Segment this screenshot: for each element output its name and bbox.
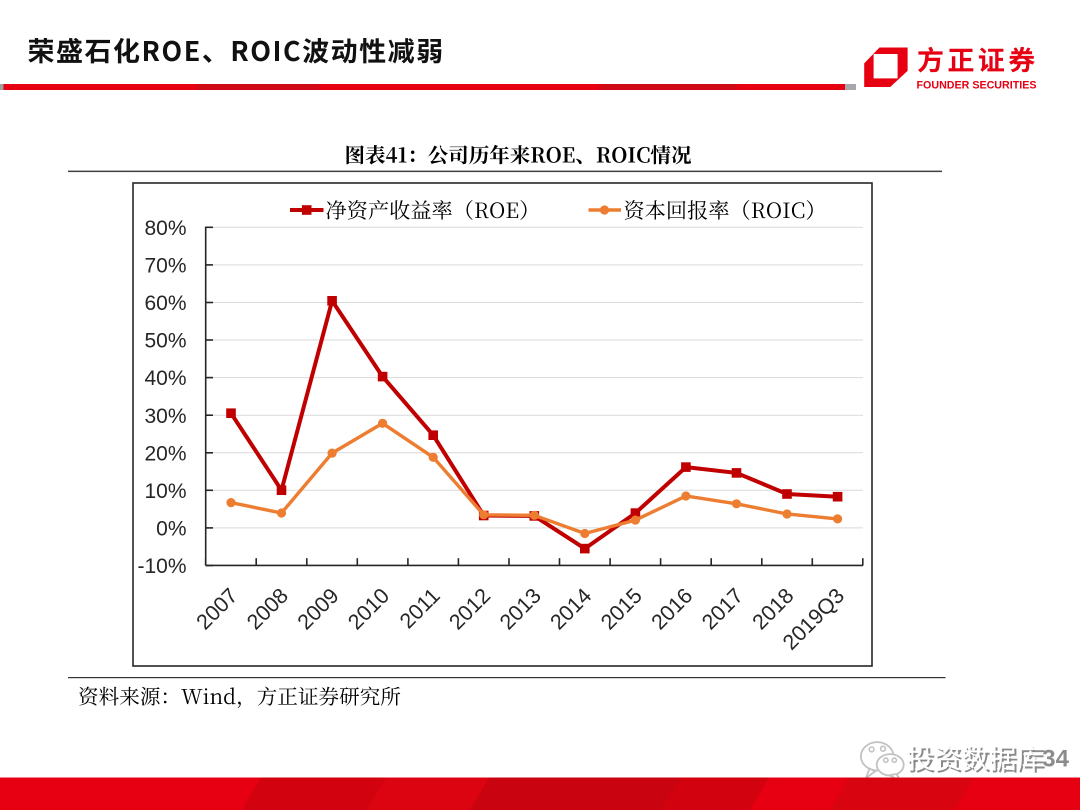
svg-text:-10%: -10% — [137, 555, 186, 578]
svg-text:2014: 2014 — [546, 584, 597, 635]
svg-text:2015: 2015 — [596, 584, 647, 635]
svg-text:2017: 2017 — [697, 584, 748, 635]
svg-text:2008: 2008 — [242, 584, 293, 635]
svg-text:2007: 2007 — [192, 584, 243, 635]
svg-text:60%: 60% — [144, 292, 186, 315]
svg-text:40%: 40% — [144, 367, 186, 390]
svg-text:20%: 20% — [144, 442, 186, 465]
svg-text:30%: 30% — [144, 405, 186, 428]
svg-text:10%: 10% — [144, 480, 186, 503]
svg-text:2011: 2011 — [395, 584, 445, 634]
svg-text:50%: 50% — [144, 330, 186, 353]
svg-text:2016: 2016 — [647, 584, 698, 635]
svg-text:34: 34 — [1042, 746, 1069, 773]
svg-text:2012: 2012 — [444, 584, 495, 635]
svg-text:FOUNDER SECURITIES: FOUNDER SECURITIES — [917, 80, 1037, 92]
svg-text:2009: 2009 — [293, 584, 344, 635]
svg-text:2013: 2013 — [495, 584, 546, 635]
svg-text:0%: 0% — [156, 518, 186, 541]
svg-text:80%: 80% — [144, 217, 186, 240]
svg-text:70%: 70% — [144, 255, 186, 278]
svg-text:2010: 2010 — [343, 584, 394, 635]
